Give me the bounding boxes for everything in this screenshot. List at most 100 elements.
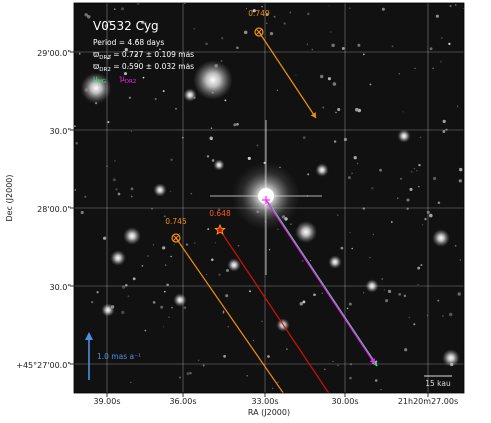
- background-star: [252, 9, 256, 13]
- background-star: [349, 232, 351, 234]
- background-star: [307, 12, 310, 16]
- proper-motion-arrows: [171, 27, 378, 393]
- background-star: [398, 73, 401, 75]
- background-star: [418, 163, 421, 167]
- background-star: [413, 168, 415, 170]
- background-star: [380, 388, 382, 391]
- background-star: [442, 119, 446, 124]
- background-star: [178, 376, 182, 379]
- background-star: [432, 67, 434, 70]
- background-star: [409, 187, 413, 191]
- background-star: [226, 269, 229, 272]
- background-star: [132, 277, 136, 281]
- background-star: [289, 11, 292, 14]
- background-star: [413, 323, 416, 326]
- background-star: [404, 348, 408, 352]
- background-star: [84, 195, 87, 198]
- background-star: [371, 187, 374, 190]
- background-star: [385, 299, 389, 303]
- background-star: [437, 299, 440, 302]
- background-star: [420, 264, 423, 267]
- background-star: [307, 173, 310, 176]
- background-star: [220, 60, 223, 62]
- background-star: [387, 289, 392, 294]
- bright-star: [328, 255, 342, 269]
- background-star: [125, 284, 128, 287]
- background-star: [432, 176, 437, 181]
- background-star: [159, 48, 161, 51]
- background-star: [349, 376, 352, 380]
- x-tick-label: 39.00s: [93, 397, 120, 406]
- background-star: [272, 387, 274, 389]
- background-star: [202, 364, 205, 367]
- background-star: [442, 130, 446, 133]
- y-tick-label: +45°27'00.0": [16, 361, 71, 370]
- background-star: [448, 312, 453, 317]
- bright-star: [110, 250, 126, 266]
- background-star: [154, 97, 157, 101]
- background-star: [337, 107, 341, 112]
- background-star: [119, 76, 122, 79]
- legend-mu-subscript: HG: [98, 79, 106, 85]
- background-star: [437, 201, 441, 204]
- background-star: [187, 63, 189, 65]
- background-star: [138, 60, 140, 62]
- background-star: [302, 136, 306, 139]
- background-star: [440, 36, 443, 39]
- bright-star: [442, 349, 460, 367]
- background-star: [105, 28, 108, 31]
- background-star: [276, 89, 279, 91]
- background-star: [403, 294, 407, 298]
- background-star: [140, 20, 145, 25]
- background-star: [353, 156, 357, 160]
- background-star: [417, 283, 419, 286]
- parallax-symbol: ϖ: [93, 62, 100, 71]
- star-marker-star: [214, 223, 226, 235]
- background-star: [410, 170, 413, 173]
- background-star: [127, 295, 130, 298]
- bright-star: [295, 221, 317, 243]
- background-star: [144, 329, 147, 332]
- background-star: [106, 165, 108, 167]
- background-star: [417, 185, 420, 188]
- background-star: [163, 290, 166, 293]
- background-star: [290, 223, 292, 225]
- y-tick-label: 30.0": [50, 283, 72, 292]
- y-tick-label: 30.0": [50, 127, 72, 136]
- background-star: [115, 188, 118, 191]
- legend-mu-symbol: μ: [93, 74, 98, 83]
- parallax-dr2-text: ϖDR2 = 0.590 ± 0.032 mas: [93, 62, 194, 73]
- bright-star: [213, 159, 225, 171]
- background-star: [295, 74, 297, 76]
- background-star: [283, 22, 286, 25]
- background-star: [265, 13, 269, 16]
- background-star: [424, 217, 427, 221]
- background-star: [78, 52, 81, 55]
- scale-arrow-label: 1.0 mas a⁻¹: [97, 352, 141, 361]
- proper-motion-arrow: [219, 229, 330, 393]
- background-star: [379, 168, 383, 172]
- proper-motion-arrow-head: [310, 112, 316, 118]
- proper-motion-arrow: [258, 31, 317, 119]
- star-marker-cross: [256, 29, 262, 35]
- background-star: [321, 292, 324, 295]
- background-star: [107, 57, 109, 60]
- background-star: [267, 355, 270, 358]
- background-star: [455, 4, 457, 6]
- legend-mu-hg: μHG: [93, 74, 106, 85]
- background-star: [194, 242, 196, 244]
- background-star: [207, 228, 210, 231]
- background-star: [440, 60, 442, 63]
- background-star: [346, 307, 349, 310]
- background-star: [80, 210, 84, 215]
- background-star: [383, 289, 385, 291]
- background-star: [112, 178, 116, 182]
- background-star: [121, 285, 126, 289]
- background-star: [135, 38, 139, 42]
- background-star: [170, 190, 172, 192]
- background-star: [324, 368, 326, 370]
- background-star: [391, 45, 394, 48]
- background-star: [130, 187, 134, 191]
- background-star: [190, 192, 193, 195]
- background-star: [243, 30, 248, 35]
